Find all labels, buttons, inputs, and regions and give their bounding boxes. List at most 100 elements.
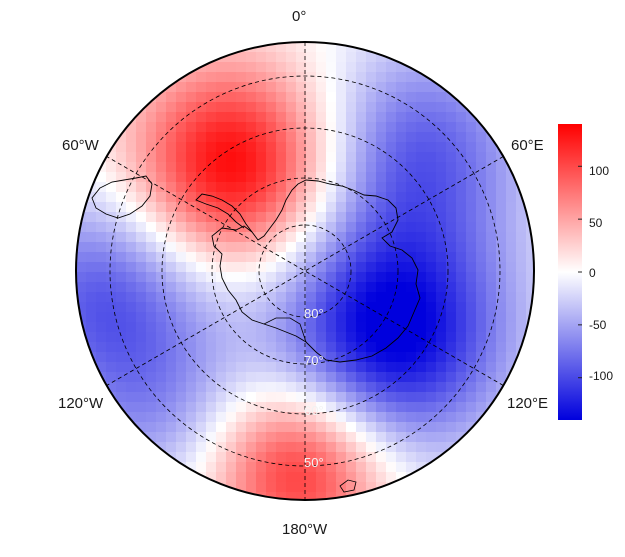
field-cell	[276, 302, 287, 313]
field-cell	[376, 102, 387, 113]
field-cell	[286, 472, 297, 483]
field-cell	[446, 292, 457, 303]
field-cell	[416, 352, 427, 363]
field-cell	[186, 82, 197, 93]
field-cell	[326, 402, 337, 413]
field-cell	[276, 232, 287, 243]
field-cell	[346, 372, 357, 383]
field-cell	[496, 362, 507, 373]
field-cell	[286, 342, 297, 353]
field-cell	[166, 102, 177, 113]
field-cell	[376, 422, 387, 433]
field-cell	[326, 442, 337, 453]
field-cell	[476, 342, 487, 353]
field-cell	[246, 312, 257, 323]
field-cell	[336, 352, 347, 363]
field-cell	[246, 482, 257, 493]
field-cell	[246, 212, 257, 223]
field-cell	[156, 232, 167, 243]
graticule	[106, 42, 504, 500]
field-cell	[196, 412, 207, 423]
field-cell	[166, 122, 177, 133]
field-cell	[246, 332, 257, 343]
field-cell	[336, 252, 347, 263]
field-cell	[426, 132, 437, 143]
field-cell	[416, 402, 427, 413]
field-cell	[216, 272, 227, 283]
field-cell	[436, 272, 447, 283]
field-cell	[466, 162, 477, 173]
field-cell	[166, 262, 177, 273]
field-cell	[486, 152, 497, 163]
colorbar-tick-50: 50	[589, 216, 603, 230]
field-cell	[236, 332, 247, 343]
field-cell	[336, 462, 347, 473]
field-cell	[166, 422, 177, 433]
field-cell	[196, 302, 207, 313]
field-cell	[96, 192, 107, 203]
field-cell	[436, 382, 447, 393]
field-cell	[106, 192, 117, 203]
field-cell	[196, 202, 207, 213]
field-cell	[156, 272, 167, 283]
field-cell	[226, 422, 237, 433]
field-cell	[316, 252, 327, 263]
field-cell	[376, 472, 387, 483]
field-cell	[526, 232, 534, 243]
field-cell	[236, 422, 247, 433]
field-cell	[346, 432, 357, 443]
field-cell	[226, 182, 237, 193]
field-cell	[146, 382, 157, 393]
field-cell	[126, 242, 137, 253]
field-cell	[226, 202, 237, 213]
field-cell	[486, 222, 497, 233]
field-cell	[216, 92, 227, 103]
field-cell	[306, 382, 317, 393]
field-cell	[286, 482, 297, 493]
field-cell	[366, 212, 377, 223]
field-cell	[76, 292, 87, 303]
field-cell	[296, 442, 307, 453]
field-cell	[286, 152, 297, 163]
field-cell	[356, 322, 367, 333]
field-cell	[126, 342, 137, 353]
field-cell	[226, 462, 237, 473]
field-cell	[196, 252, 207, 263]
field-cell	[256, 242, 267, 253]
field-cell	[126, 322, 137, 333]
field-cell	[326, 212, 337, 223]
field-cell	[106, 182, 117, 193]
field-cell	[376, 232, 387, 243]
field-cell	[406, 422, 417, 433]
field-cell	[296, 162, 307, 173]
field-cell	[486, 382, 497, 393]
field-cell	[486, 412, 497, 423]
field-cell	[226, 132, 237, 143]
field-cell	[206, 462, 217, 473]
field-cell	[136, 142, 147, 153]
field-cell	[246, 52, 257, 63]
field-cell	[476, 272, 487, 283]
field-cell	[336, 182, 347, 193]
field-cell	[166, 172, 177, 183]
field-cell	[456, 102, 467, 113]
field-cell	[106, 352, 117, 363]
field-cell	[226, 52, 237, 63]
field-cell	[196, 222, 207, 233]
field-cell	[306, 492, 317, 500]
field-cell	[456, 372, 467, 383]
field-cell	[336, 332, 347, 343]
field-cell	[206, 202, 217, 213]
field-cell	[206, 342, 217, 353]
field-cell	[306, 422, 317, 433]
field-cell	[136, 122, 147, 133]
field-cell	[496, 172, 507, 183]
field-cell	[396, 112, 407, 123]
field-cell	[376, 112, 387, 123]
field-cell	[356, 172, 367, 183]
field-cell	[306, 352, 317, 363]
field-cell	[86, 212, 97, 223]
field-cell	[266, 142, 277, 153]
field-cell	[206, 392, 217, 403]
field-cell	[266, 162, 277, 173]
